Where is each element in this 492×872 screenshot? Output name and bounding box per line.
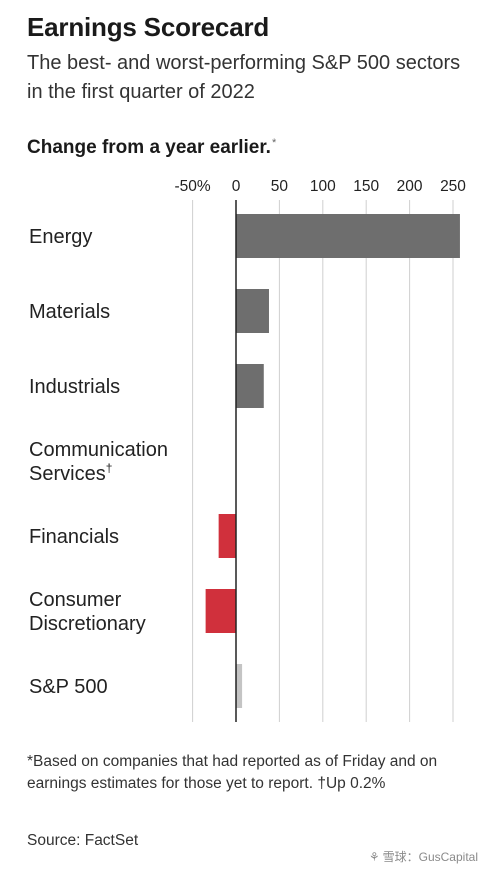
category-label: S&P 500 <box>29 676 108 698</box>
bar <box>236 364 264 408</box>
category-label: Energy <box>29 226 92 248</box>
bar <box>236 214 460 258</box>
x-tick-label: 250 <box>440 178 466 195</box>
source-line: Source: FactSet <box>27 832 139 849</box>
category-label: Industrials <box>29 376 120 398</box>
snowball-logo-icon: ⚘ <box>368 850 380 864</box>
bar <box>218 514 236 558</box>
category-label: Communication <box>29 439 168 461</box>
chart-label: Change from a year earlier.* <box>27 137 276 159</box>
watermark-text: 雪球：GusCapital <box>382 850 478 864</box>
page-title: Earnings Scorecard <box>27 12 270 42</box>
bar <box>236 289 269 333</box>
category-label: Materials <box>29 301 110 323</box>
x-tick-label: 50 <box>271 178 289 195</box>
bar <box>205 589 236 633</box>
chart-label-text: Change from a year earlier. <box>27 137 271 158</box>
bar-chart: -50% 0 50 100 150 200 250 Energy Materials Indust… <box>29 178 466 722</box>
footnote: *Based on companies that had reported as… <box>27 753 438 792</box>
page-subtitle: The best- and worst-performing S&P 500 s… <box>27 52 461 103</box>
x-tick-label: 150 <box>353 178 379 195</box>
dagger-marker: † <box>106 461 113 475</box>
x-tick-label: -50% <box>175 178 211 195</box>
footnote-marker: * <box>271 137 277 149</box>
category-label: Discretionary <box>29 613 146 635</box>
bar <box>236 664 243 708</box>
x-tick-label: 0 <box>232 178 241 195</box>
x-tick-label: 100 <box>310 178 336 195</box>
watermark: ⚘ 雪球：GusCapital <box>369 848 478 865</box>
x-tick-label: 200 <box>397 178 423 195</box>
category-label: Services† <box>29 461 112 485</box>
category-label: Consumer <box>29 589 122 611</box>
category-label: Financials <box>29 526 119 548</box>
